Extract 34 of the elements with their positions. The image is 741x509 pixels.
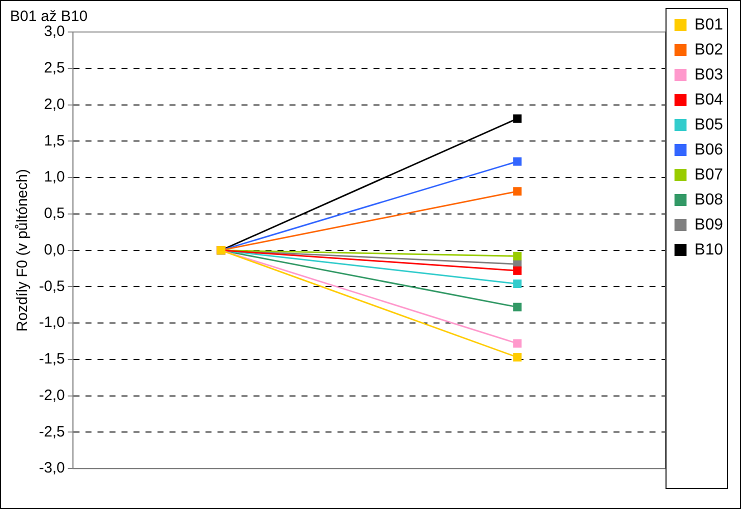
legend-label: B01 xyxy=(694,16,724,34)
y-tick-label: 0,0 xyxy=(44,241,65,258)
point xyxy=(513,339,522,348)
y-tick-label: -2,5 xyxy=(38,423,65,440)
y-tick-label: -3,0 xyxy=(38,460,65,477)
legend-label: B06 xyxy=(694,141,724,158)
point xyxy=(513,114,522,123)
y-tick-label: 1,0 xyxy=(44,168,65,186)
point xyxy=(513,353,522,362)
y-tick-label: -0,5 xyxy=(38,278,65,295)
y-tick-label: -2,0 xyxy=(38,386,65,404)
y-tick-label: 0,5 xyxy=(44,205,65,222)
legend-label: B04 xyxy=(694,91,724,108)
point xyxy=(513,157,522,166)
y-tick-label: 2,0 xyxy=(44,96,65,113)
legend-label: B03 xyxy=(694,66,724,84)
point xyxy=(513,302,522,312)
y-tick-label: -1,0 xyxy=(38,314,65,332)
legend-label: B08 xyxy=(694,191,724,208)
y-axis-title: Rozdíly F0 (v půltónech) xyxy=(14,169,32,332)
legend-label: B10 xyxy=(694,241,724,258)
point xyxy=(513,266,522,275)
legend-label: B05 xyxy=(694,116,724,134)
y-tick-label: 1,5 xyxy=(44,132,65,150)
y-tick-label: 2,5 xyxy=(44,60,65,77)
point xyxy=(513,252,522,260)
legend-label: B09 xyxy=(694,216,724,234)
point xyxy=(513,280,522,288)
point xyxy=(513,187,522,196)
legend-label: B07 xyxy=(694,166,724,184)
y-tick-label: -1,5 xyxy=(38,350,65,368)
chart-title: B01 až B10 xyxy=(10,8,88,26)
legend-label: B02 xyxy=(694,41,724,58)
y-tick-label: 3,0 xyxy=(44,23,65,40)
